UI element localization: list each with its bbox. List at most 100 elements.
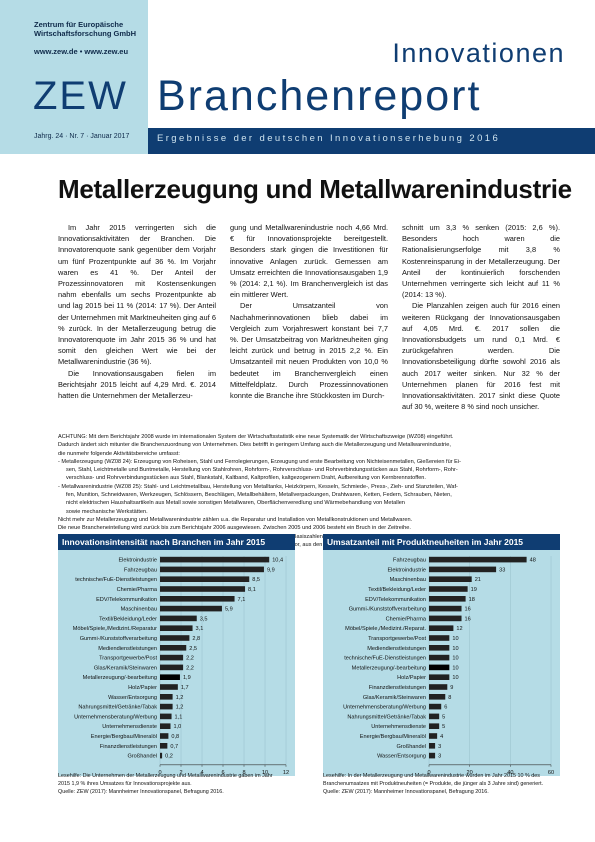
- article-title: Metallerzeugung und Metallwarenindustrie: [58, 174, 572, 204]
- category-label: Fahrzeugbau: [393, 558, 426, 564]
- category-label: Unternehmensberatung/Werbung: [343, 705, 426, 711]
- category-label: Fahrzeugbau: [124, 567, 157, 573]
- category-label: Nahrungsmittel/Getränke/Tabak: [347, 714, 426, 720]
- paragraph: schnitt um 3,3 % senken (2015: 2,6 %). B…: [402, 223, 560, 300]
- issue-info: Jahrg. 24 · Nr. 7 · Januar 2017: [34, 133, 130, 140]
- tick-label: 4: [200, 770, 203, 776]
- bar: [160, 723, 171, 729]
- category-label: EDV/Telekommunikation: [96, 597, 157, 603]
- bar: [429, 703, 442, 710]
- tick-label: 12: [283, 770, 289, 776]
- chart-title: Umsatzanteil mit Produktneuheiten im Jah…: [323, 534, 560, 550]
- category-label: EDV/Telekommunikation: [365, 597, 426, 603]
- bar: [160, 566, 264, 573]
- category-label: Holz/Papier: [397, 675, 426, 681]
- bar: [160, 674, 180, 680]
- bar: [160, 596, 235, 602]
- bar: [160, 684, 178, 690]
- data-label: 5: [442, 724, 445, 730]
- footnote-line: Lesehilfe: In der Metallerzeugung und Me…: [323, 773, 540, 779]
- bar: [160, 733, 169, 739]
- category-label: Nahrungsmittel/Getränke/Tabak: [78, 705, 157, 711]
- data-label: 1,2: [176, 695, 184, 701]
- tick-label: 60: [548, 770, 554, 776]
- data-label: 0,8: [171, 734, 179, 740]
- bar: [429, 635, 450, 641]
- data-label: 48: [530, 558, 536, 564]
- note-line: fen, Munition, Schneidwaren, Werkzeugen,…: [66, 492, 452, 499]
- data-label: 12: [456, 626, 462, 632]
- bar: [160, 576, 250, 582]
- data-label: 2,8: [192, 636, 200, 642]
- data-label: 19: [471, 587, 477, 593]
- bar: [429, 645, 450, 651]
- bar: [429, 566, 497, 573]
- bar: [160, 743, 168, 749]
- bar: [160, 556, 270, 563]
- data-label: 4: [440, 734, 443, 740]
- data-label: 1,9: [183, 675, 191, 681]
- category-label: Energie/Bergbau/Mineralöl: [360, 734, 426, 740]
- data-label: 1,7: [181, 685, 189, 691]
- note-line: - Metallerzeugung (WZ08 24): Erzeugung v…: [58, 458, 461, 465]
- tick-label: 2: [179, 770, 182, 776]
- note-line: sowie mechanische Werkstätten.: [66, 508, 148, 515]
- bar: [160, 605, 222, 612]
- category-label: Glas/Keramik/Steinwaren: [363, 695, 426, 701]
- header-right-panel: [148, 0, 595, 128]
- data-label: 1,2: [176, 705, 184, 711]
- note-line: Dadurch ändert sich mitunter die Branche…: [58, 442, 451, 449]
- category-label: Metallerzeugung/-bearbeitung: [352, 665, 426, 671]
- category-label: Chemie/Pharma: [386, 616, 427, 622]
- bar: [160, 703, 173, 710]
- data-label: 10: [452, 636, 458, 642]
- bar: [429, 596, 466, 602]
- report-title-line2: Branchenreport: [157, 72, 482, 120]
- note-line: Die neue Brancheneinteilung wird zurück …: [58, 525, 411, 532]
- category-label: Unternehmensdienste: [371, 724, 426, 730]
- note-line: ACHTUNG: Mit dem Berichtsjahr 2008 wurde…: [58, 434, 454, 440]
- chart-plot-area: Fahrzeugbau 48 Elektroindustrie 33 Maschinen…: [323, 550, 560, 776]
- category-label: Energie/Bergbau/Mineralöl: [91, 734, 157, 740]
- data-label: 3,5: [200, 616, 208, 622]
- note-line: die nunmehr folgende Aktivitätsbereiche …: [58, 450, 180, 457]
- category-label: Textil/Bekleidung/Leder: [99, 616, 157, 622]
- category-label: Elektroindustrie: [387, 567, 426, 573]
- category-label: Metallerzeugung/-bearbeitung: [83, 675, 157, 681]
- article-column-3: schnitt um 3,3 % senken (2015: 2,6 %). B…: [402, 222, 560, 412]
- bar: [160, 694, 173, 700]
- bar: [429, 605, 462, 612]
- chart-footnote-right: Lesehilfe: In der Metallerzeugung und Me…: [323, 772, 560, 796]
- bar: [160, 654, 184, 661]
- category-label: technische/FuE-Dienstleistungen: [344, 656, 426, 662]
- organization-name: Zentrum für Europäische Wirtschaftsforsc…: [34, 20, 136, 38]
- data-label: 3: [438, 754, 441, 760]
- category-label: Transportgewerbe/Post: [99, 656, 157, 662]
- data-label: 8,5: [252, 577, 260, 583]
- bar: [429, 556, 527, 563]
- category-label: Transportgewerbe/Post: [368, 636, 426, 642]
- report-subtitle: Ergebnisse der deutschen Innovationserhe…: [157, 133, 501, 144]
- data-label: 3,1: [196, 626, 204, 632]
- tick-label: 10: [262, 770, 268, 776]
- data-label: 9: [450, 685, 453, 691]
- data-label: 10,4: [272, 558, 283, 564]
- chart-innovation-intensity: Innovationsintensität nach Branchen im J…: [58, 534, 295, 776]
- category-label: Textil/Bekleidung/Leder: [368, 587, 426, 593]
- note-line: nicht elektrischen Haushaltsartikeln aus…: [66, 500, 405, 507]
- chart-product-novelty-share: Umsatzanteil mit Produktneuheiten im Jah…: [323, 534, 560, 776]
- bar: [429, 733, 438, 739]
- category-label: Chemie/Pharma: [117, 587, 158, 593]
- website-urls: www.zew.de • www.zew.eu: [34, 47, 129, 56]
- category-label: Großhandel: [396, 744, 426, 750]
- category-label: Großhandel: [127, 754, 157, 760]
- org-line-2: Wirtschaftsforschung GmbH: [34, 29, 137, 38]
- data-label: 9,9: [267, 567, 275, 573]
- bar: [429, 615, 462, 622]
- category-label: Gummi-/Kunststoffverarbeitung: [80, 636, 157, 642]
- data-label: 2,5: [189, 646, 197, 652]
- paragraph: Die Planzahlen zeigen auch für 2016 eine…: [402, 301, 560, 412]
- data-label: 2,2: [186, 656, 194, 662]
- tick-label: 8: [242, 770, 245, 776]
